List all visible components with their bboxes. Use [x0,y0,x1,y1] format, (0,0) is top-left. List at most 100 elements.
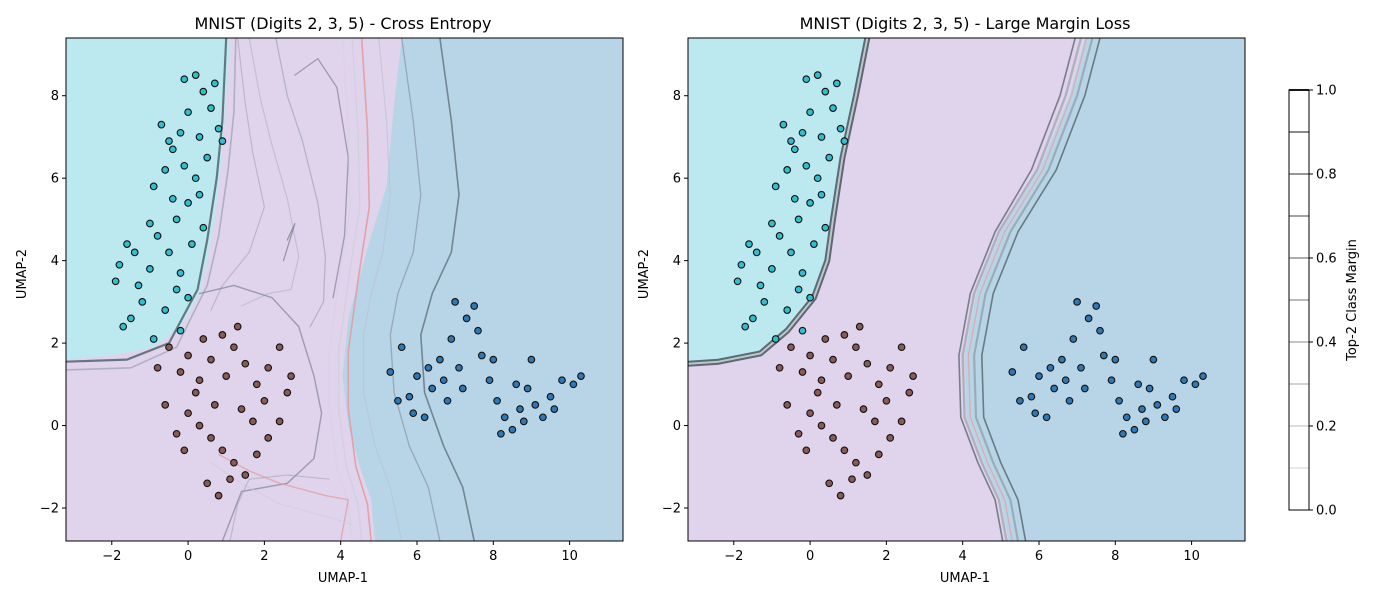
data-point [772,183,779,190]
data-point [158,121,165,128]
data-point [792,196,799,203]
data-point [162,402,169,409]
data-point [204,154,211,161]
data-point [116,262,123,269]
data-point [799,270,806,277]
data-point [147,266,154,273]
data-point [490,356,497,363]
data-point [772,336,779,343]
data-point [1154,402,1161,409]
data-point [177,130,184,137]
data-point [200,88,207,95]
data-point [192,72,199,79]
data-point [223,373,230,380]
y-tick-label: −2 [662,502,681,517]
data-point [856,323,863,330]
data-point [414,373,421,380]
data-point [1020,344,1027,351]
data-point [185,410,192,417]
data-point [173,216,180,223]
data-point [204,480,211,487]
data-point [1097,327,1104,334]
data-point [238,406,245,413]
data-point [185,109,192,116]
data-point [395,398,402,405]
y-tick-label: 4 [673,254,681,269]
colorbar-tick-label: 0.8 [1316,168,1337,183]
data-point [212,80,219,87]
data-point [864,472,871,479]
data-point [131,249,138,256]
data-point [1173,406,1180,413]
data-point [112,278,119,285]
data-point [1009,369,1016,376]
data-point [212,402,219,409]
large-margin-panel: MNIST (Digits 2, 3, 5) - Large Margin Lo… [637,14,1245,586]
data-point [219,138,226,145]
data-point [1062,377,1069,384]
x-tick-label: 6 [413,549,421,564]
data-point [475,327,482,334]
data-point [746,241,753,248]
data-point [185,352,192,359]
y-tick-label: 8 [673,89,681,104]
y-tick-label: −2 [40,502,59,517]
data-point [501,414,508,421]
data-point [757,282,764,289]
data-point [853,459,860,466]
colorbar-tick-label: 0.2 [1316,420,1337,435]
x-tick-label: 10 [1183,549,1200,564]
data-point [1131,426,1138,433]
data-point [830,435,837,442]
data-point [135,282,142,289]
data-point [227,476,234,483]
data-point [196,422,203,429]
data-point [822,224,829,231]
data-point [192,389,199,396]
data-point [219,332,226,339]
data-point [845,373,852,380]
data-point [803,447,810,454]
data-point [208,435,215,442]
data-point [776,233,783,240]
data-point [780,121,787,128]
x-tick-label: 4 [337,549,345,564]
data-point [841,332,848,339]
chart-title: MNIST (Digits 2, 3, 5) - Large Margin Lo… [800,14,1131,33]
data-point [1139,406,1146,413]
data-point [1066,398,1073,405]
data-point [822,88,829,95]
data-point [242,472,249,479]
data-point [578,373,585,380]
data-point [1036,373,1043,380]
data-point [429,385,436,392]
data-point [883,398,890,405]
data-point [807,352,814,359]
data-point [822,336,829,343]
y-tick-label: 0 [51,419,59,434]
data-point [830,356,837,363]
data-point [799,369,806,376]
x-tick-label: 0 [806,549,814,564]
data-point [761,299,768,306]
data-point [471,303,478,310]
data-point [826,154,833,161]
data-point [887,365,894,372]
data-point [1112,356,1119,363]
data-point [795,431,802,438]
data-point [742,323,749,330]
y-tick-label: 2 [51,337,59,352]
x-tick-label: 4 [959,549,967,564]
data-point [898,344,905,351]
y-tick-label: 8 [51,89,59,104]
data-point [509,426,516,433]
data-point [200,224,207,231]
y-tick-label: 4 [51,254,59,269]
data-point [540,414,547,421]
data-point [521,418,528,425]
data-point [253,451,260,458]
data-point [170,146,177,153]
data-point [253,381,260,388]
data-point [387,369,394,376]
data-point [166,138,173,145]
